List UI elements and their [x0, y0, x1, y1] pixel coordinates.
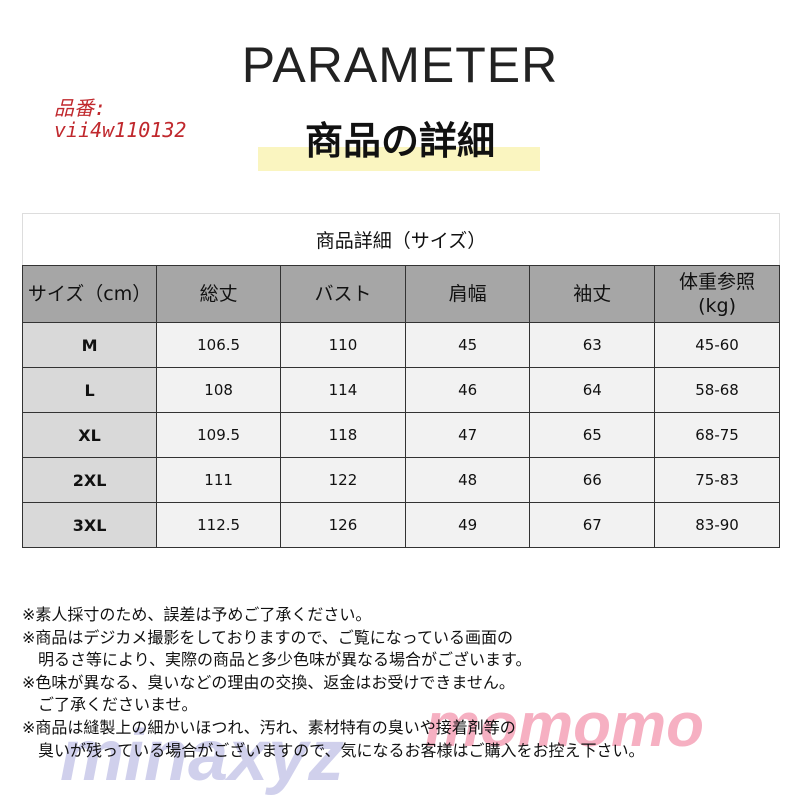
table-cell: 46	[404, 367, 531, 413]
size-cell: M	[21, 322, 158, 368]
table-cell: 110	[280, 322, 406, 368]
note-line: ※商品はデジカメ撮影をしておりますので、ご覧になっている画面の	[22, 627, 514, 647]
table-cell: 68-75	[654, 412, 780, 458]
table-cell: 63	[529, 322, 656, 368]
product-code-value: vii4w110132	[54, 118, 187, 142]
table-row: M 106.5 110 45 63 45-60	[21, 322, 780, 368]
subtitle-highlight	[258, 147, 540, 171]
table-cell: 65	[529, 412, 656, 458]
size-table: 商品詳細（サイズ） サイズ（cm） 総丈 バスト 肩幅 袖丈 体重参照 (kg) M 106…	[21, 213, 780, 548]
table-row: 2XL 111 122 48 66 75-83	[21, 457, 780, 503]
notes: ※素人採寸のため、誤差は予めご了承ください。 ※商品はデジカメ撮影をしておりますの…	[22, 604, 645, 762]
note-line: ※素人採寸のため、誤差は予めご了承ください。	[22, 605, 372, 624]
table-cell: 48	[404, 457, 531, 503]
table-cell: 45-60	[654, 322, 780, 368]
note-line: ご了承くださいませ。	[22, 695, 198, 715]
column-header: サイズ（cm）	[21, 265, 158, 323]
table-cell: 118	[280, 412, 406, 458]
table-row: XL 109.5 118 47 65 68-75	[21, 412, 780, 458]
size-cell: L	[21, 367, 158, 413]
size-cell: 2XL	[21, 457, 158, 503]
table-cell: 75-83	[654, 457, 780, 503]
watermark: minaxyz	[60, 716, 345, 796]
table-cell: 67	[529, 502, 656, 548]
watermark: momomo	[425, 691, 704, 760]
table-cell: 122	[280, 457, 406, 503]
subtitle: 商品の詳細	[304, 119, 495, 163]
table-cell: 126	[280, 502, 406, 548]
column-header: 体重参照 (kg)	[654, 265, 780, 323]
table-cell: 106.5	[156, 322, 282, 368]
table-row: L 108 114 46 64 58-68	[21, 367, 780, 413]
size-cell: XL	[21, 412, 158, 458]
table-row: 3XL 112.5 126 49 67 83-90	[21, 502, 780, 548]
note-line: 明るさ等により、実際の商品と多少色味が異なる場合がございます。	[22, 650, 532, 670]
table-title: 商品詳細（サイズ）	[22, 213, 780, 266]
column-header: 袖丈	[529, 265, 656, 323]
note-line: ※色味が異なる、臭いなどの理由の交換、返金はお受けできません。	[22, 672, 515, 692]
table-cell: 58-68	[654, 367, 780, 413]
title: PARAMETER	[241, 37, 559, 93]
table-cell: 114	[280, 367, 406, 413]
column-header: バスト	[280, 265, 406, 323]
product-code-label: 品番:	[54, 96, 107, 120]
column-header: 総丈	[156, 265, 282, 323]
column-header: 肩幅	[404, 265, 531, 323]
table-cell: 112.5	[156, 502, 282, 548]
table-cell: 64	[529, 367, 656, 413]
table-cell: 66	[529, 457, 656, 503]
table-cell: 49	[404, 502, 531, 548]
table-cell: 83-90	[654, 502, 780, 548]
note-line: 臭いが残っている場合がございますので、気になるお客様はご購入をお控え下さい。	[22, 740, 645, 760]
table-cell: 108	[156, 367, 282, 413]
note-line: ※商品は縫製上の細かいほつれ、汚れ、素材特有の臭いや接着剤等の	[22, 717, 516, 737]
table-cell: 109.5	[156, 412, 282, 458]
size-cell: 3XL	[21, 502, 158, 548]
table-cell: 45	[404, 322, 531, 368]
table-cell: 111	[156, 457, 282, 503]
table-cell: 47	[404, 412, 531, 458]
product-code: 品番: vii4w110132	[54, 97, 186, 141]
